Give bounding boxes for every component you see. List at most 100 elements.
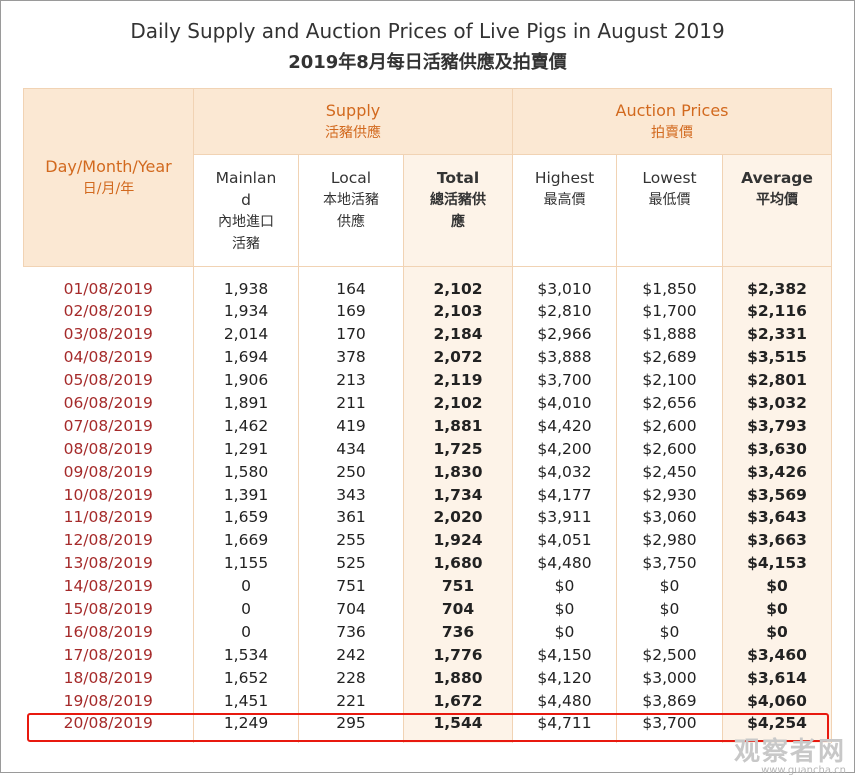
date-cell: 17/08/2019 (63, 645, 153, 664)
average-cell: $2,801 (721, 368, 833, 392)
lowest-cell: $2,600 (616, 437, 723, 461)
mainland-cell: 1,906 (193, 368, 299, 392)
total-cell: 1,924 (403, 528, 513, 552)
date-cell: 02/08/2019 (63, 302, 153, 321)
table-row: 03/08/2019 2,014 170 2,184 $2,966 $1,888 $2,33… (24, 322, 833, 346)
total-cell: 1,880 (403, 666, 513, 690)
total-cell: 2,184 (403, 322, 513, 346)
auction-prices-group-header: Auction Prices 拍賣價 (511, 88, 833, 155)
date-cell: 09/08/2019 (63, 462, 153, 481)
average-cell: $3,614 (721, 666, 833, 690)
average-cell: $3,426 (721, 460, 833, 484)
mainland-cell: 0 (193, 574, 299, 598)
date-cell: 01/08/2019 (63, 279, 153, 298)
highest-cell: $4,480 (512, 689, 617, 713)
total-cell: 2,103 (403, 300, 513, 323)
average-cell: $2,331 (721, 322, 833, 346)
average-cell: $0 (721, 574, 833, 598)
total-cell: 1,830 (403, 460, 513, 484)
highest-cell: $2,810 (512, 300, 617, 323)
average-cell: $2,116 (721, 300, 833, 323)
average-cell: $3,630 (721, 437, 833, 461)
page-subtitle: 2019年8月每日活豬供應及拍賣價 (288, 52, 567, 73)
average-cell: $0 (721, 597, 833, 621)
date-cell: 08/08/2019 (63, 439, 153, 458)
highest-cell: $4,200 (512, 437, 617, 461)
mainland-cell: 1,580 (193, 460, 299, 484)
date-cell: 15/08/2019 (63, 600, 153, 619)
date-cell: 10/08/2019 (63, 485, 153, 504)
lowest-cell: $3,869 (616, 689, 723, 713)
table-row: 12/08/2019 1,669 255 1,924 $4,051 $2,980 $3,66… (24, 528, 833, 552)
page-title: Daily Supply and Auction Prices of Live … (130, 19, 725, 43)
highest-cell: $4,150 (512, 643, 617, 667)
highest-cell: $4,120 (512, 666, 617, 690)
total-cell: 1,776 (403, 643, 513, 667)
table-row: 01/08/2019 1,938 164 2,102 $3,010 $1,850 $2,38… (24, 266, 833, 300)
highest-cell: $0 (512, 597, 617, 621)
mainland-cell: 1,291 (193, 437, 299, 461)
total-cell: 1,881 (403, 414, 513, 438)
highest-cell: $4,711 (512, 712, 617, 743)
table-row: 04/08/2019 1,694 378 2,072 $3,888 $2,689 $3,51… (24, 345, 833, 369)
local-cell: 736 (298, 620, 404, 644)
table-row: 08/08/2019 1,291 434 1,725 $4,200 $2,600 $3,63… (24, 437, 833, 461)
highest-cell: $3,911 (512, 506, 617, 529)
lowest-cell: $3,700 (616, 712, 723, 743)
date-column-header: Day/Month/Year 日/月/年 (23, 88, 194, 267)
local-cell: 228 (298, 666, 404, 690)
local-cell: 211 (298, 391, 404, 415)
table-row: 10/08/2019 1,391 343 1,734 $4,177 $2,930 $3,56… (24, 483, 833, 507)
average-cell: $3,460 (721, 643, 833, 667)
highest-column-header: Highest 最高價 (512, 154, 617, 267)
mainland-cell: 1,534 (193, 643, 299, 667)
lowest-cell: $2,656 (616, 391, 723, 415)
mainland-column-header: Mainland 內地進口活豬 (193, 154, 299, 267)
mainland-cell: 1,249 (193, 712, 299, 743)
lowest-cell: $1,888 (616, 322, 723, 346)
mainland-cell: 1,462 (193, 414, 299, 438)
mainland-cell: 0 (193, 597, 299, 621)
total-cell: 2,102 (403, 266, 513, 300)
lowest-cell: $0 (616, 620, 723, 644)
mainland-cell: 1,451 (193, 689, 299, 713)
highest-cell: $4,177 (512, 483, 617, 507)
lowest-cell: $1,700 (616, 300, 723, 323)
highest-cell: $3,700 (512, 368, 617, 392)
table-row: 09/08/2019 1,580 250 1,830 $4,032 $2,450 $3,42… (24, 460, 833, 484)
total-cell: 2,102 (403, 391, 513, 415)
average-cell: $3,569 (721, 483, 833, 507)
local-cell: 250 (298, 460, 404, 484)
table-row: 11/08/2019 1,659 361 2,020 $3,911 $3,060 $3,64… (24, 506, 833, 529)
local-cell: 169 (298, 300, 404, 323)
table-body: 01/08/2019 1,938 164 2,102 $3,010 $1,850 $2,38… (24, 266, 833, 743)
average-cell: $3,793 (721, 414, 833, 438)
mainland-cell: 1,391 (193, 483, 299, 507)
average-cell: $3,663 (721, 528, 833, 552)
local-cell: 525 (298, 551, 404, 575)
lowest-cell: $2,500 (616, 643, 723, 667)
mainland-cell: 1,694 (193, 345, 299, 369)
local-cell: 242 (298, 643, 404, 667)
pig-supply-table: Day/Month/Year 日/月/年 Supply 活豬供應 Auction… (23, 88, 833, 743)
lowest-cell: $2,689 (616, 345, 723, 369)
mainland-cell: 1,669 (193, 528, 299, 552)
table-row: 16/08/2019 0 736 736 $0 $0 $0 (24, 620, 833, 644)
lowest-cell: $2,980 (616, 528, 723, 552)
local-cell: 434 (298, 437, 404, 461)
table-row: 06/08/2019 1,891 211 2,102 $4,010 $2,656 $3,03… (24, 391, 833, 415)
highest-cell: $2,966 (512, 322, 617, 346)
mainland-cell: 1,891 (193, 391, 299, 415)
date-cell: 05/08/2019 (63, 371, 153, 390)
local-cell: 213 (298, 368, 404, 392)
local-cell: 751 (298, 574, 404, 598)
date-cell: 07/08/2019 (63, 416, 153, 435)
total-cell: 1,734 (403, 483, 513, 507)
local-column-header: Local 本地活豬供應 (298, 154, 404, 267)
total-cell: 2,020 (403, 506, 513, 529)
local-cell: 704 (298, 597, 404, 621)
date-cell: 04/08/2019 (63, 348, 153, 367)
lowest-cell: $3,000 (616, 666, 723, 690)
lowest-cell: $2,100 (616, 368, 723, 392)
highest-cell: $3,010 (512, 266, 617, 300)
